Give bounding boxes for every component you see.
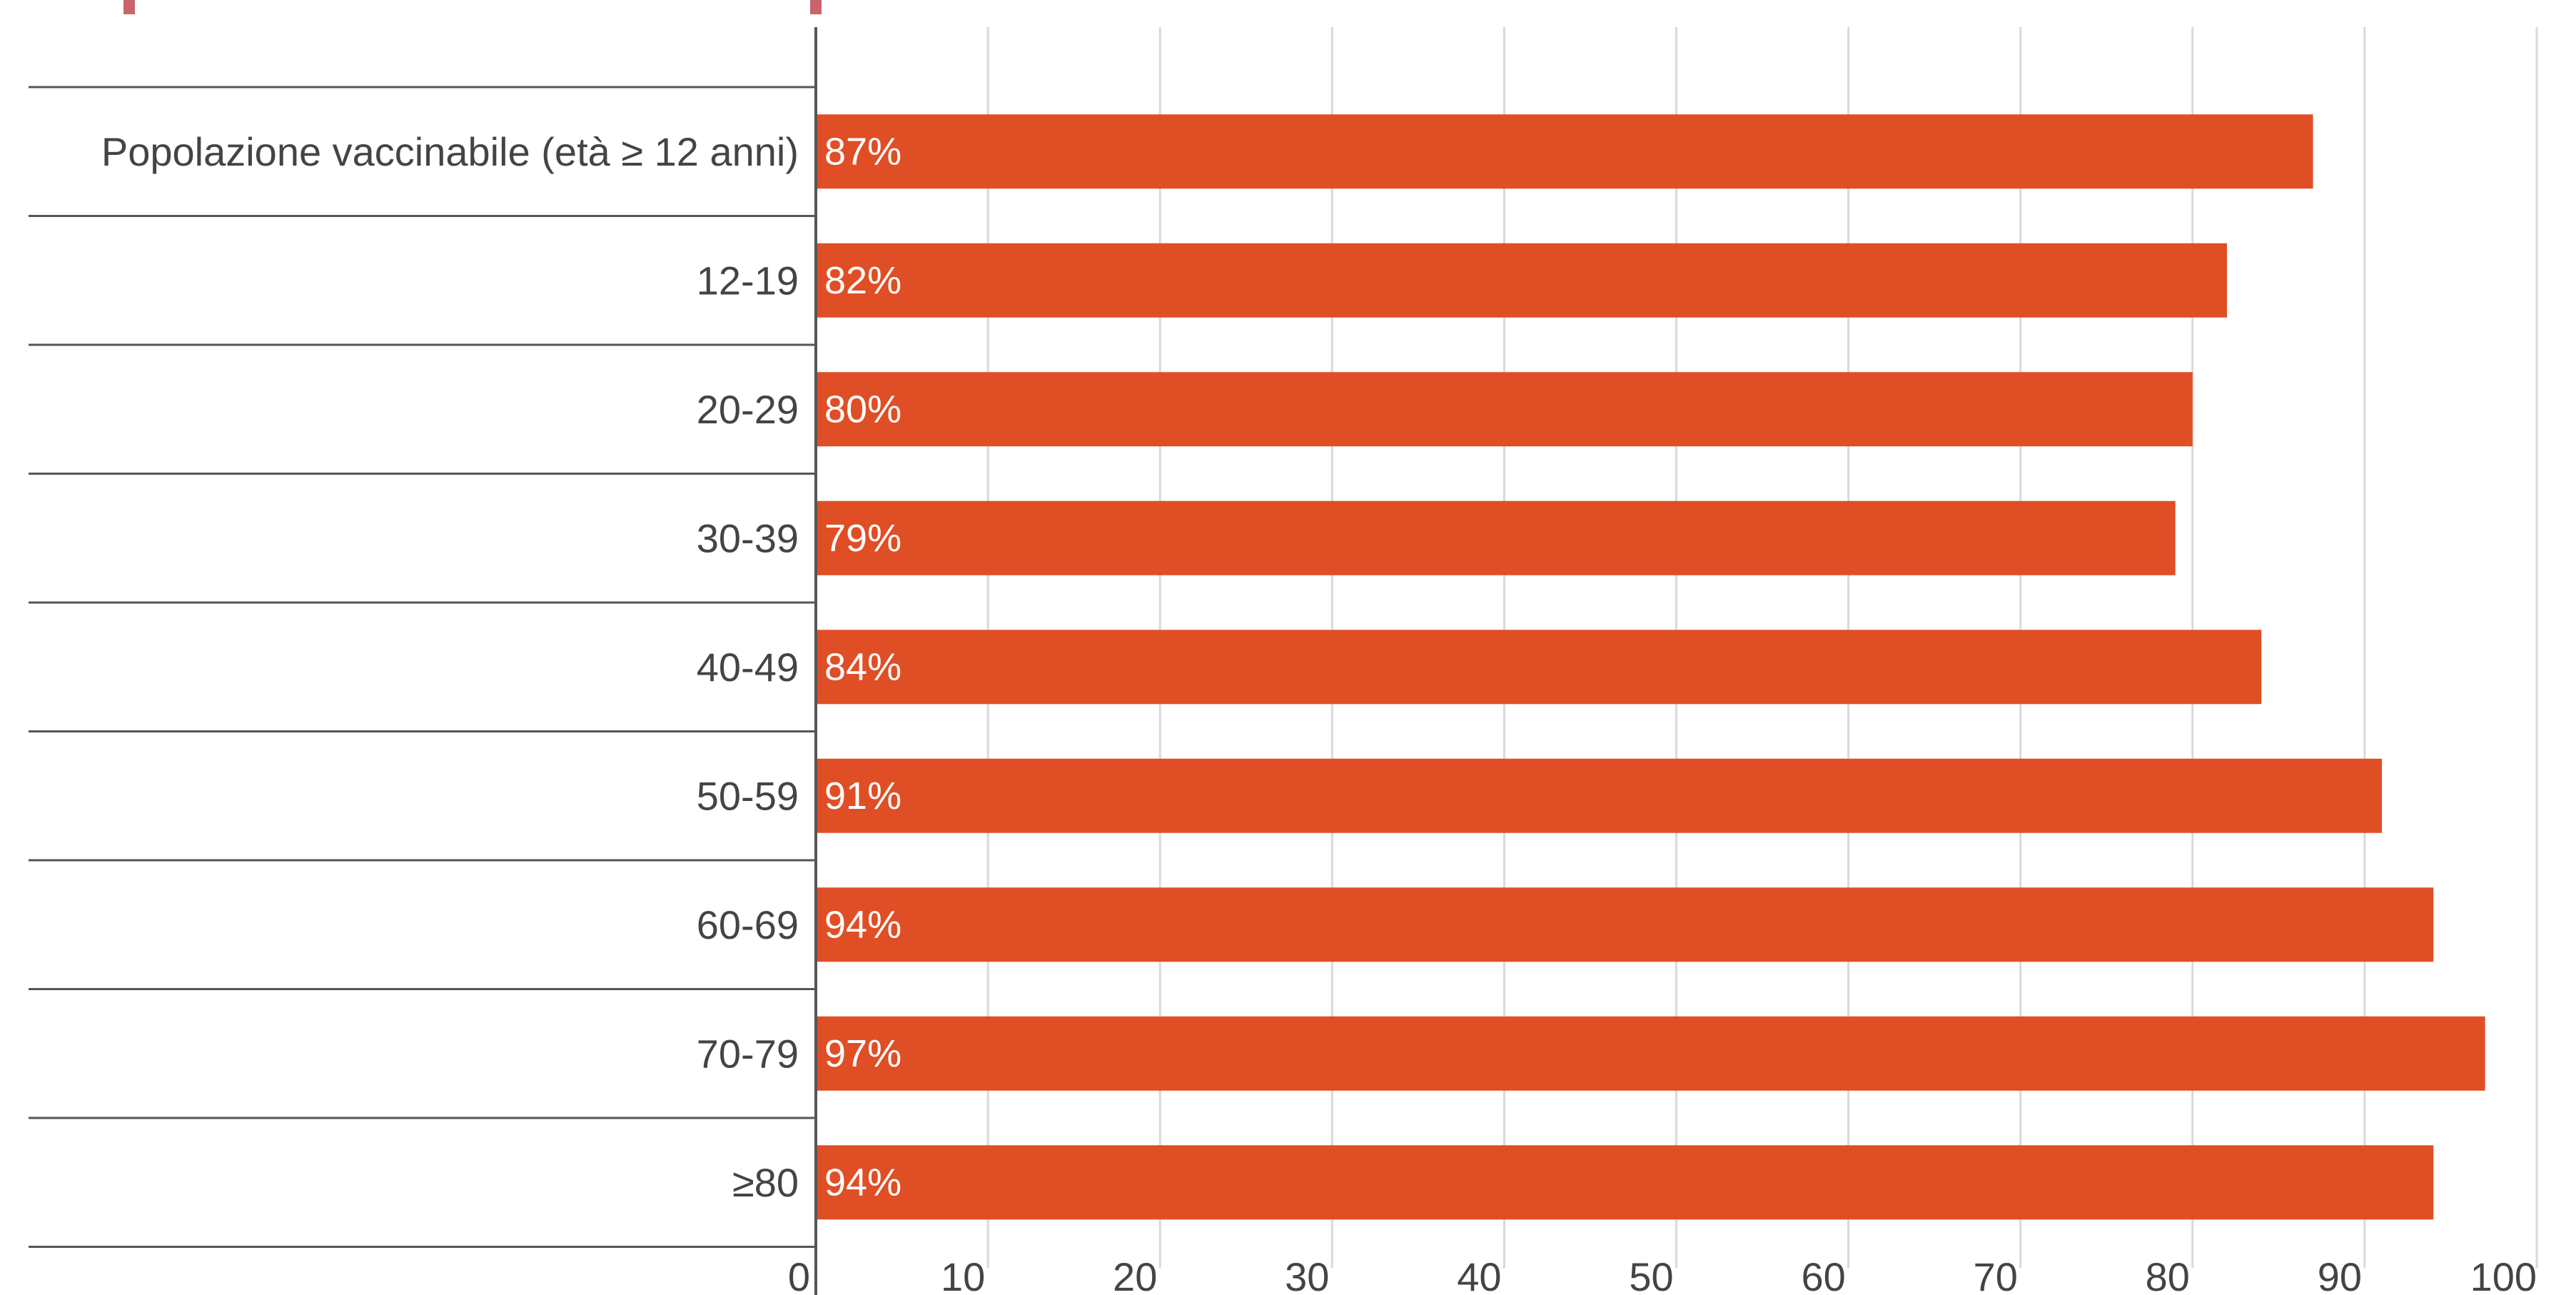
data-label: 91% — [824, 775, 901, 817]
data-labels: 87% 82% 80% 79% 84% 91% 94% 97% 94% — [824, 130, 901, 1204]
bar — [816, 630, 2262, 705]
data-label: 87% — [824, 130, 901, 173]
category-label: 50-59 — [697, 773, 799, 818]
x-tick-label: 0 — [788, 1254, 810, 1295]
bar — [816, 500, 2176, 575]
category-label: 40-49 — [697, 645, 799, 690]
data-label: 84% — [824, 645, 901, 688]
bar — [816, 1145, 2434, 1220]
data-label: 94% — [824, 903, 901, 946]
x-tick-label: 20 — [1113, 1254, 1157, 1295]
row-separators — [29, 86, 816, 1248]
x-tick-label: 50 — [1629, 1254, 1673, 1295]
x-tick-label: 100 — [2470, 1254, 2537, 1295]
data-label: 80% — [824, 388, 901, 430]
bar — [816, 243, 2228, 318]
category-label: 60-69 — [697, 902, 799, 947]
bar — [816, 887, 2434, 962]
x-tick-label: 10 — [941, 1254, 985, 1295]
category-label: Popolazione vaccinabile (età ≥ 12 anni) — [101, 129, 799, 174]
top-accent-mark — [810, 0, 822, 14]
category-labels: Popolazione vaccinabile (età ≥ 12 anni) 1… — [101, 129, 799, 1205]
x-tick-label: 60 — [1801, 1254, 1845, 1295]
x-tick-label: 30 — [1285, 1254, 1329, 1295]
data-label: 94% — [824, 1161, 901, 1204]
bar — [816, 114, 2313, 189]
category-label: ≥80 — [732, 1160, 799, 1205]
bar — [816, 758, 2383, 833]
top-accent-marks — [123, 0, 822, 14]
data-label: 82% — [824, 259, 901, 302]
category-label: 70-79 — [697, 1031, 799, 1076]
category-label: 12-19 — [697, 258, 799, 303]
category-label: 20-29 — [697, 387, 799, 432]
data-label: 79% — [824, 517, 901, 560]
bars — [816, 114, 2485, 1220]
x-tick-label: 40 — [1457, 1254, 1501, 1295]
x-tick-labels: 0 10 20 30 40 50 60 70 80 90 100 — [788, 1254, 2537, 1295]
x-tick-label: 80 — [2146, 1254, 2190, 1295]
bar — [816, 372, 2193, 447]
data-label: 97% — [824, 1032, 901, 1075]
top-accent-mark — [123, 0, 135, 14]
bar — [816, 1016, 2485, 1091]
x-tick-label: 90 — [2318, 1254, 2362, 1295]
category-label: 30-39 — [697, 515, 799, 560]
x-tick-label: 70 — [1974, 1254, 2018, 1295]
